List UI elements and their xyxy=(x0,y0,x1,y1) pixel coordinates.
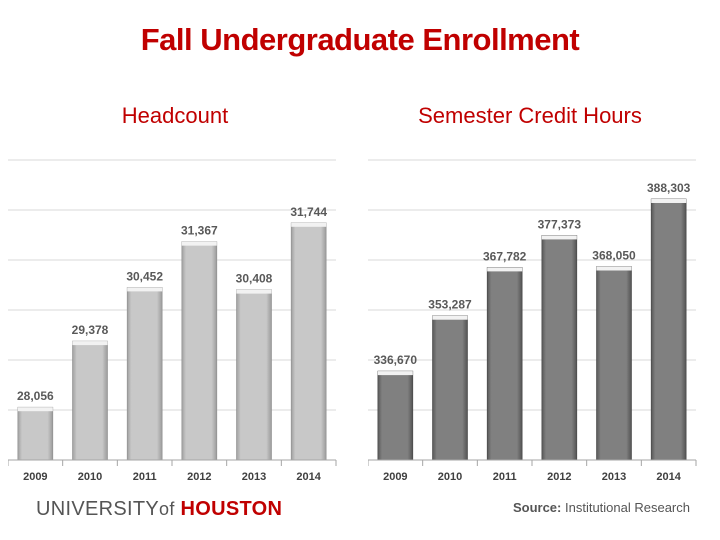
bar-highlight xyxy=(127,287,163,292)
data-label-2009: 28,056 xyxy=(17,389,54,403)
tick-label-2010: 2010 xyxy=(438,471,462,483)
tick-label-2011: 2011 xyxy=(133,471,157,483)
bar-highlight xyxy=(72,341,108,346)
data-label-2009: 336,670 xyxy=(374,353,418,367)
data-label-2010: 29,378 xyxy=(72,323,109,337)
university-logo: UNIVERSITYof HOUSTON xyxy=(36,498,282,521)
logo-university-text: UNIVERSITY xyxy=(36,498,160,520)
bar-2011 xyxy=(126,287,163,461)
bar-highlight xyxy=(291,222,327,227)
bar-highlight xyxy=(17,407,53,412)
logo-of-text: of xyxy=(159,499,175,519)
source-text: Institutional Research xyxy=(564,500,690,515)
data-label-2012: 377,373 xyxy=(538,217,582,231)
page-title: Fall Undergraduate Enrollment xyxy=(140,22,580,57)
bar-highlight xyxy=(432,315,468,320)
source-note: Source: Institutional Research xyxy=(513,500,690,515)
bar-2014 xyxy=(650,198,687,461)
bar-2009 xyxy=(377,370,414,461)
bar-2012 xyxy=(541,235,578,461)
tick-label-2014: 2014 xyxy=(296,471,321,483)
tick-label-2013: 2013 xyxy=(602,471,626,483)
data-label-2014: 388,303 xyxy=(647,181,691,195)
bar-2014 xyxy=(290,222,327,461)
bar-2012 xyxy=(181,241,218,461)
tick-label-2012: 2012 xyxy=(547,471,571,483)
headcount-chart: 28,056 29,378 30,452 31,367 30,408 31,744 2009… xyxy=(8,159,337,483)
bar-highlight xyxy=(596,266,632,271)
bar-highlight xyxy=(181,241,217,246)
bar-highlight xyxy=(377,371,413,376)
bar-2013 xyxy=(596,266,632,461)
bar-highlight xyxy=(541,235,577,240)
tick-label-2013: 2013 xyxy=(242,471,266,483)
tick-label-2011: 2011 xyxy=(493,471,517,483)
bar-2013 xyxy=(236,289,272,461)
bar-2011 xyxy=(486,267,523,461)
bar-2010 xyxy=(72,340,108,461)
logo-houston-text: HOUSTON xyxy=(180,498,283,520)
data-label-2011: 30,452 xyxy=(126,269,163,283)
bar-highlight xyxy=(236,289,272,294)
source-label: Source: xyxy=(512,500,562,515)
tick-label-2014: 2014 xyxy=(656,471,681,483)
bar-2009 xyxy=(17,406,54,461)
bar-highlight xyxy=(487,267,523,272)
credit-hours-chart: 336,670 353,287 367,782 377,373 368,050 388,3… xyxy=(368,159,697,483)
tick-label-2009: 2009 xyxy=(383,471,407,483)
bar-highlight xyxy=(651,198,687,203)
headcount-chart-title: Headcount xyxy=(121,103,229,128)
data-label-2010: 353,287 xyxy=(428,298,472,312)
tick-label-2010: 2010 xyxy=(78,471,102,483)
bar-2010 xyxy=(432,315,468,461)
credit-hours-chart-title: Semester Credit Hours xyxy=(418,103,642,128)
data-label-2011: 367,782 xyxy=(483,249,527,263)
data-label-2013: 368,050 xyxy=(592,249,636,263)
data-label-2014: 31,744 xyxy=(290,205,327,219)
tick-label-2009: 2009 xyxy=(23,471,47,483)
data-label-2012: 31,367 xyxy=(181,224,218,238)
data-label-2013: 30,408 xyxy=(236,272,273,286)
tick-label-2012: 2012 xyxy=(187,471,211,483)
